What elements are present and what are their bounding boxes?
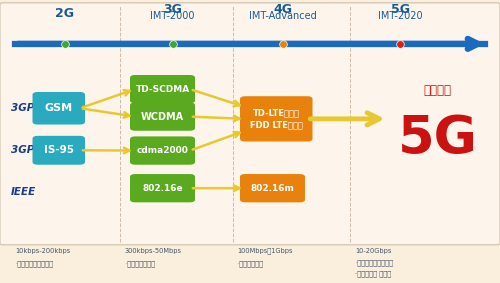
Text: ·移动宽带业务: ·移动宽带业务 — [238, 260, 264, 267]
FancyBboxPatch shape — [0, 3, 500, 245]
FancyBboxPatch shape — [240, 96, 312, 142]
Text: IS-95: IS-95 — [44, 145, 74, 155]
Text: 4G: 4G — [273, 3, 292, 16]
FancyBboxPatch shape — [32, 136, 85, 165]
Text: 10-20Gbps: 10-20Gbps — [355, 248, 392, 254]
Text: IMT-2020: IMT-2020 — [378, 11, 422, 21]
Text: 100Mbps－1Gbps: 100Mbps－1Gbps — [238, 248, 293, 254]
Text: ·多样化关键能力指标: ·多样化关键能力指标 — [355, 259, 393, 265]
FancyBboxPatch shape — [130, 75, 195, 103]
Text: ·移动多媒体业务: ·移动多媒体业务 — [125, 260, 155, 267]
FancyBboxPatch shape — [130, 136, 195, 165]
Text: 3G: 3G — [163, 3, 182, 16]
Text: WCDMA: WCDMA — [141, 112, 184, 122]
Text: 3GPP: 3GPP — [11, 102, 42, 113]
Text: 全球统一: 全球统一 — [424, 84, 452, 97]
Text: ·语音和低速数据业务: ·语音和低速数据业务 — [15, 260, 53, 267]
Text: TD-SCDMA: TD-SCDMA — [136, 85, 190, 94]
Text: 3GPP2: 3GPP2 — [11, 145, 49, 155]
Text: 2G: 2G — [56, 7, 74, 20]
Text: IMT-2000: IMT-2000 — [150, 11, 195, 21]
Text: TD-LTE及增强
FDD LTE及增强: TD-LTE及增强 FDD LTE及增强 — [250, 109, 302, 129]
FancyBboxPatch shape — [240, 174, 305, 202]
FancyBboxPatch shape — [130, 174, 195, 202]
FancyBboxPatch shape — [32, 92, 85, 125]
Text: GSM: GSM — [44, 103, 73, 113]
Text: cdma2000: cdma2000 — [136, 146, 188, 155]
Text: 802.16m: 802.16m — [250, 184, 294, 193]
Text: IEEE: IEEE — [11, 187, 36, 198]
Text: ·移动互联网 物联网: ·移动互联网 物联网 — [355, 271, 391, 277]
Text: IMT-Advanced: IMT-Advanced — [248, 11, 316, 21]
Text: 300kbps-50Mbps: 300kbps-50Mbps — [125, 248, 182, 254]
FancyBboxPatch shape — [130, 102, 195, 131]
Text: 5G: 5G — [390, 3, 409, 16]
Text: 802.16e: 802.16e — [142, 184, 183, 193]
Text: 10kbps-200kbps: 10kbps-200kbps — [15, 248, 70, 254]
Text: 5G: 5G — [398, 113, 477, 165]
